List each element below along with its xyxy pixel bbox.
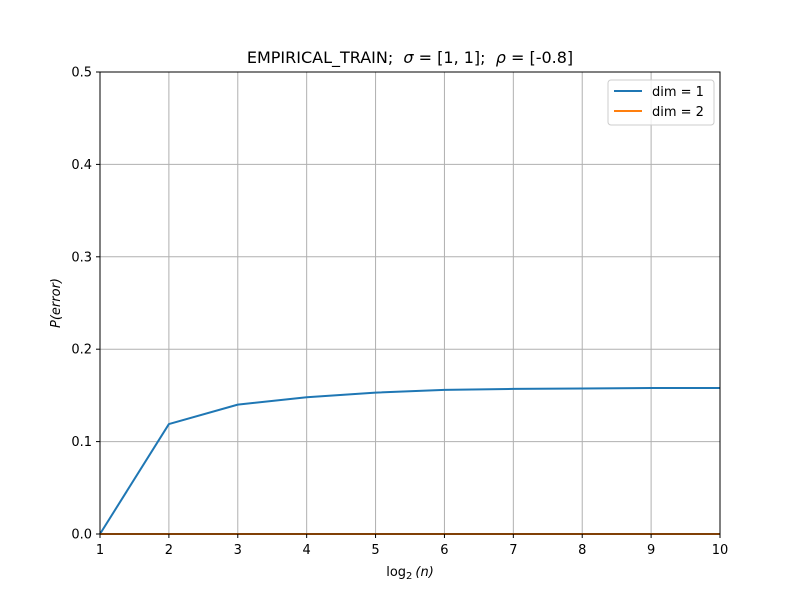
title-rho-symbol: ρ xyxy=(496,48,506,67)
x-label-log: log xyxy=(386,565,406,580)
y-label-arg: (error) xyxy=(49,278,64,320)
x-tick-label: 7 xyxy=(509,543,517,558)
title-prefix: EMPIRICAL_TRAIN; xyxy=(247,48,404,68)
y-tick-label: 0.4 xyxy=(71,158,92,173)
legend-label-dim-2: dim = 2 xyxy=(652,105,704,120)
legend-label-dim-1: dim = 1 xyxy=(652,85,704,100)
x-tick-label: 3 xyxy=(234,543,242,558)
title-rho-value: = [-0.8] xyxy=(506,48,573,67)
x-tick-label: 9 xyxy=(647,543,655,558)
x-tick-label: 10 xyxy=(712,543,729,558)
x-axis-label: log2 (n) xyxy=(386,565,434,582)
x-tick-label: 8 xyxy=(578,543,586,558)
y-tick-label: 0.5 xyxy=(71,66,92,81)
title-sigma-value: = [1, 1]; xyxy=(414,48,496,67)
x-tick-label: 6 xyxy=(440,543,448,558)
chart-title: EMPIRICAL_TRAIN; σ = [1, 1]; ρ = [-0.8] xyxy=(247,48,573,68)
legend: dim = 1 dim = 2 xyxy=(607,79,715,126)
x-tick-label: 4 xyxy=(303,543,311,558)
y-tick-label: 0.2 xyxy=(71,343,92,358)
y-tick-label: 0.3 xyxy=(71,250,92,265)
x-label-arg: (n) xyxy=(415,565,433,580)
y-label-p: P xyxy=(49,320,64,328)
series-line-dim-1 xyxy=(99,387,720,535)
x-tick-label: 2 xyxy=(165,543,173,558)
y-axis-label: P(error) xyxy=(49,278,64,328)
title-sigma-symbol: σ xyxy=(403,48,414,67)
x-label-subscript: 2 xyxy=(406,571,412,582)
plot-area-frame xyxy=(99,71,721,535)
axis-ticks: 1 2 3 4 5 6 7 8 9 10 0.0 0.1 0.2 0.3 0.4 0.5 xyxy=(71,66,728,559)
y-tick-label: 0.1 xyxy=(71,435,92,450)
x-tick-label: 5 xyxy=(371,543,379,558)
y-tick-label: 0.0 xyxy=(71,528,92,543)
x-tick-label: 1 xyxy=(96,543,104,558)
